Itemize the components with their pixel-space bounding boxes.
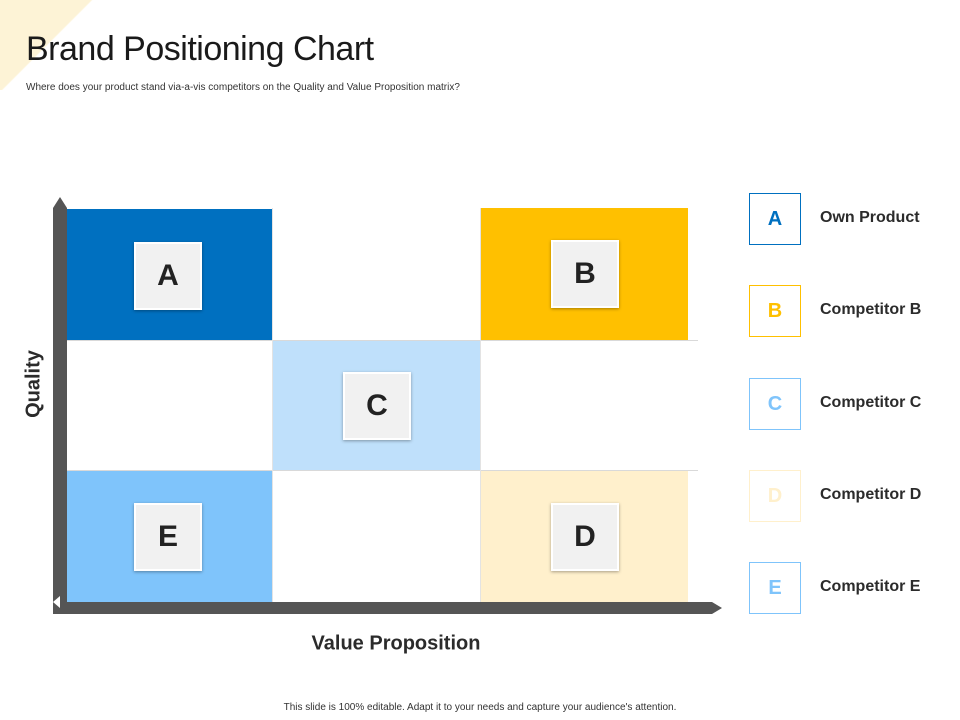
- grid-line-bottom: [66, 470, 698, 471]
- page-subtitle: Where does your product stand via-a-vis …: [26, 82, 460, 93]
- legend-label-a: Own Product: [820, 209, 920, 226]
- legend-item-c: C Competitor C: [749, 378, 949, 430]
- marker-c: C: [343, 372, 411, 440]
- x-axis-label: Value Proposition: [311, 632, 481, 655]
- legend-key-d: D: [749, 470, 801, 522]
- marker-e: E: [134, 503, 202, 571]
- grid-line-top: [66, 340, 698, 341]
- legend-item-b: B Competitor B: [749, 285, 949, 337]
- legend-label-c: Competitor C: [820, 394, 922, 411]
- x-axis-arrow: [53, 602, 722, 614]
- legend-item-a: A Own Product: [749, 193, 949, 245]
- legend-key-a: A: [749, 193, 801, 245]
- marker-a: A: [134, 242, 202, 310]
- marker-b: B: [551, 240, 619, 308]
- corner-decoration: [0, 0, 100, 90]
- legend-label-e: Competitor E: [820, 578, 921, 595]
- grid-line-left: [272, 208, 273, 602]
- legend-label-b: Competitor B: [820, 301, 922, 318]
- y-axis-label: Quality: [22, 350, 45, 418]
- grid-line-right: [480, 208, 481, 602]
- legend-item-e: E Competitor E: [749, 562, 949, 614]
- legend-item-d: D Competitor D: [749, 470, 949, 522]
- legend-label-d: Competitor D: [820, 486, 922, 503]
- axis-corner-notch: [53, 596, 60, 608]
- legend-key-b: B: [749, 285, 801, 337]
- legend-key-c: C: [749, 378, 801, 430]
- marker-d: D: [551, 503, 619, 571]
- legend-key-e: E: [749, 562, 801, 614]
- page-title: Brand Positioning Chart: [26, 30, 374, 68]
- y-axis-arrow: [53, 197, 67, 609]
- footer-note: This slide is 100% editable. Adapt it to…: [283, 702, 677, 713]
